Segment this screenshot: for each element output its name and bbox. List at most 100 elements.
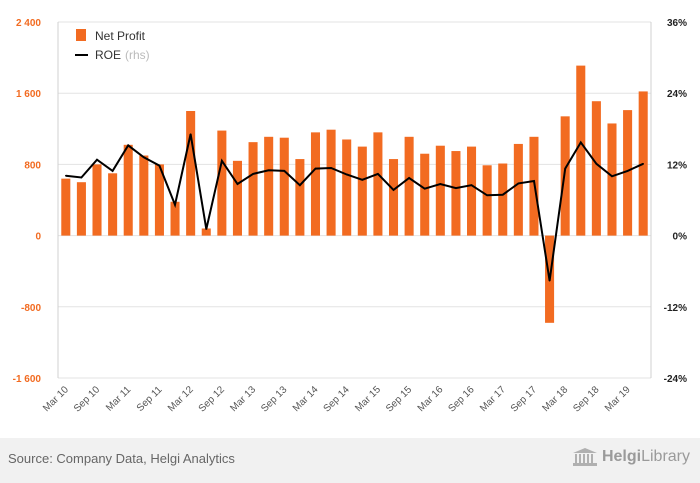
left-tick-label: 1 600 [16,89,41,100]
bar-dec-12 [232,160,242,236]
chart: -1 600 -800 0 800 1 600 2 400 -24% -12% 0% 12% 24… [13,18,687,415]
x-tick-label: Mar 12 [166,384,196,414]
x-tick-label: Mar 15 [353,384,383,414]
bar-dec-18 [607,123,617,236]
bar-sep-11 [154,164,164,236]
bar-sep-12 [217,130,227,236]
bar-sep-16 [467,146,477,236]
bar-jun-12 [201,228,211,236]
x-tick-label: Mar 11 [104,384,134,414]
roe-point-jun-18 [579,141,582,144]
roe-point-sep-14 [345,173,348,176]
roe-point-jun-11 [143,156,145,159]
roe-point-sep-11 [158,164,161,167]
x-tick-label: Sep 10 [72,384,102,414]
roe-point-jun-17 [517,182,520,185]
bar-jun-16 [451,151,461,236]
roe-point-mar-12 [189,133,192,135]
bar-jun-13 [264,136,274,236]
logo-text-part1: Helgi [601,448,642,465]
helgi-library-logo: HelgiLibrary [572,447,690,467]
bar-mar-12 [186,111,196,236]
roe-point-jun-10 [80,176,83,179]
bar-mar-10 [61,178,71,236]
bar-dec-14 [357,146,367,236]
bar-dec-11 [170,201,180,236]
roe-point-dec-12 [236,183,239,185]
roe-point-mar-13 [252,173,254,175]
roe-point-dec-11 [174,203,176,206]
bar-sep-18 [591,101,601,236]
roe-line [65,133,644,281]
roe-line-group [65,133,644,282]
roe-point-dec-18 [611,175,613,178]
logo-text-part2: Library [641,448,690,465]
bar-mar-16 [435,145,445,236]
x-tick-label: Mar 14 [291,384,321,414]
x-tick-label: Sep 18 [571,384,601,414]
bar-jun-18 [576,65,586,236]
roe-point-jun-15 [392,189,395,191]
left-tick-label: 2 400 [16,18,41,29]
left-tick-label: 800 [24,160,41,171]
right-tick-label: -24% [664,374,687,385]
legend: Net Profit ROE (rhs) [75,29,150,62]
left-tick-label: -1 600 [13,374,42,385]
legend-roe-suffix: (rhs) [125,48,150,62]
x-tick-label: Sep 11 [135,384,165,414]
bar-dec-10 [108,173,118,236]
right-tick-label: 24% [667,89,687,100]
bar-mar-11 [123,144,133,236]
roe-point-mar-15 [377,173,379,175]
bar-dec-16 [482,165,492,236]
bar-mar-13 [248,142,258,236]
roe-point-jun-14 [330,167,332,169]
building-icon [572,448,597,466]
x-tick-label: Mar 10 [41,384,71,414]
roe-point-jun-12 [205,228,208,230]
x-tick-label: Sep 15 [384,384,414,414]
roe-point-mar-16 [439,183,442,185]
x-tick-label: Mar 18 [541,384,571,414]
bar-sep-15 [404,136,414,236]
x-tick-label: Mar 19 [603,384,633,414]
roe-point-mar-11 [127,144,130,147]
bar-jun-15 [388,159,399,236]
net-profit-bars [61,65,648,323]
bar-mar-17 [498,163,508,236]
x-tick-label: Sep 12 [197,384,227,414]
roe-point-mar-10 [65,174,67,177]
roe-point-dec-15 [423,187,426,190]
left-tick-label: 0 [35,232,41,243]
roe-point-mar-14 [314,167,317,170]
roe-point-jun-16 [455,187,457,189]
roe-point-dec-16 [486,194,488,197]
right-tick-label: -12% [664,303,687,314]
x-tick-label: Mar 17 [478,384,508,414]
bar-jun-17 [513,143,523,236]
roe-point-sep-15 [408,177,410,179]
roe-point-mar-17 [501,193,504,196]
roe-point-dec-14 [361,179,364,181]
roe-point-sep-13 [283,170,286,172]
x-tick-label: Mar 16 [416,384,446,414]
roe-point-sep-17 [533,180,535,182]
x-tick-label: Sep 14 [322,384,352,414]
roe-point-jun-13 [267,169,270,172]
bar-jun-10 [76,182,86,236]
right-axis-ticks: -24% -12% 0% 12% 24% 36% [664,18,687,385]
roe-point-jun-19 [642,163,644,165]
roe-point-dec-17 [548,279,551,282]
roe-point-sep-18 [595,163,598,165]
x-tick-label: Sep 13 [259,384,289,414]
roe-point-sep-10 [96,158,98,161]
legend-net-profit-swatch [76,29,86,41]
bar-dec-13 [295,159,305,236]
roe-point-mar-18 [564,167,566,170]
right-tick-label: 12% [667,160,687,171]
bar-jun-14 [326,129,336,236]
bar-sep-13 [279,137,289,236]
right-tick-label: 36% [667,18,687,29]
right-tick-label: 0% [673,232,688,243]
logo-text: HelgiLibrary [602,448,690,466]
